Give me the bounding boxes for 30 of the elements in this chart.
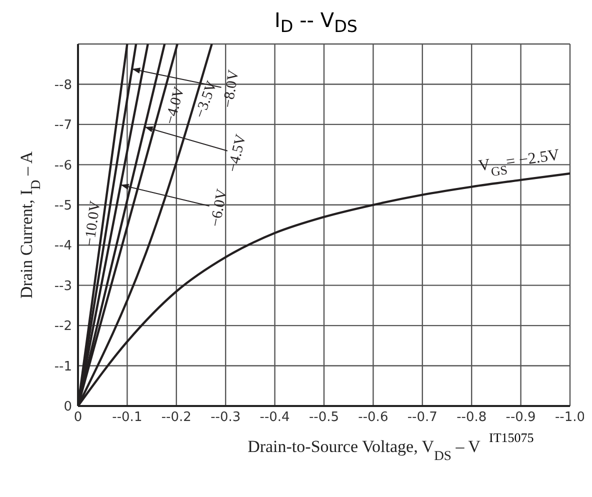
text: −6.0V	[208, 188, 231, 228]
x-tick-label: --0.3	[210, 410, 241, 426]
text: −10.0V	[82, 200, 104, 248]
x-tick-label: --0.8	[456, 410, 487, 426]
y-tick-label: --2	[54, 319, 72, 334]
x-tick-label: --0.4	[260, 410, 290, 426]
y-tick-label: --3	[54, 278, 72, 294]
text: −4.5V	[225, 132, 250, 174]
x-axis-title: Drain-to-Source Voltage, V$_{DS}$ – V	[248, 437, 482, 462]
text: IT15075	[489, 430, 534, 446]
x-tick-label: --0.5	[308, 410, 340, 426]
y-tick-label: --5	[54, 198, 72, 214]
x-tick-label: --0.7	[407, 410, 438, 426]
y-tick-label: --7	[54, 118, 72, 134]
y-tick-label: --1	[54, 359, 72, 374]
y-tick-label: --4	[54, 238, 72, 254]
y-tick-label: --8	[54, 78, 72, 93]
text: −4.0V	[162, 85, 188, 126]
x-tick-label: 0	[74, 410, 82, 426]
x-tick-label: --0.1	[112, 410, 142, 426]
x-tick-label: --0.2	[161, 410, 192, 426]
x-tick-label: --0.9	[506, 410, 536, 426]
x-tick-label: --0.6	[358, 410, 388, 426]
y-tick-label: --6	[54, 158, 72, 174]
y-tick-label: 0	[64, 400, 72, 415]
text: V$_{GS}$= −2.5V	[477, 146, 561, 180]
chart-title: I$_{D}$ -- V$_{DS}$	[274, 8, 358, 36]
text: −3.5V	[192, 78, 221, 120]
text: −8.0V	[220, 68, 242, 110]
x-tick-label: --1.0	[554, 410, 586, 426]
